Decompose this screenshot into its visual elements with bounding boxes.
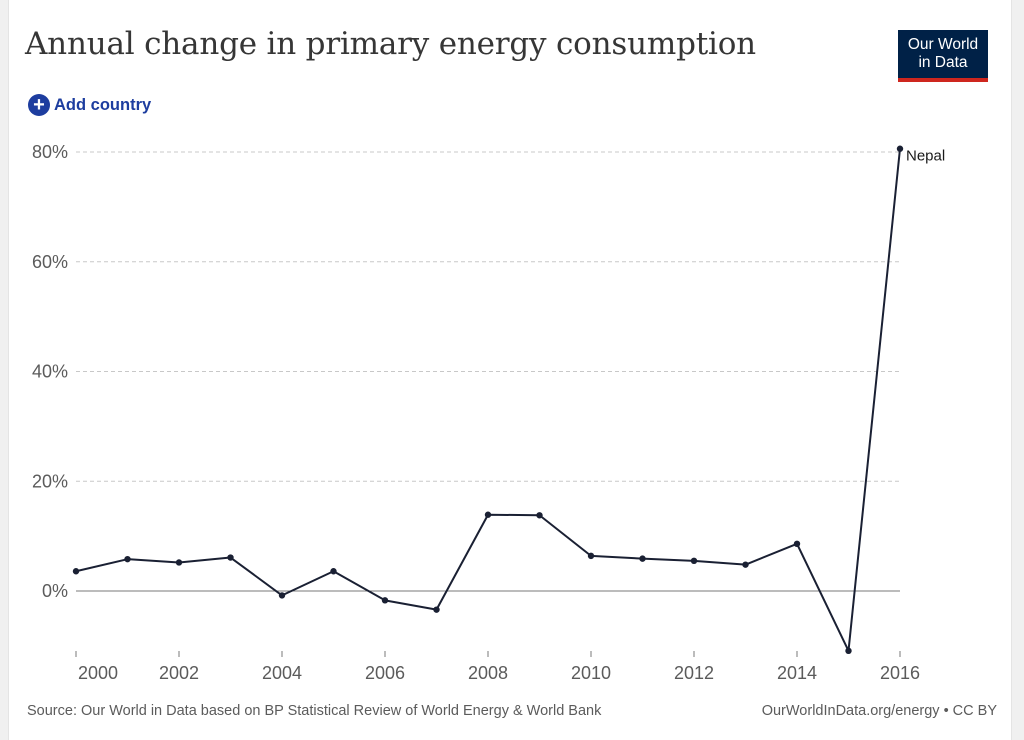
add-country-label: Add country xyxy=(54,95,152,114)
data-point xyxy=(793,540,801,548)
labels: 0% 20% 40% 60% 80% 2000 2002 2004 2006 2008 2010 20… xyxy=(32,142,945,683)
plus-circle-icon: + xyxy=(28,94,50,116)
data-point xyxy=(845,647,852,655)
data-point xyxy=(175,559,183,566)
y-tick-label: 80% xyxy=(32,142,68,162)
data-point xyxy=(381,597,389,604)
x-tick-label: 2014 xyxy=(777,663,817,683)
series-line xyxy=(75,148,901,652)
data-point xyxy=(124,555,131,563)
gridlines xyxy=(76,151,900,592)
x-tick-label: 2008 xyxy=(468,663,508,683)
logo-line-1: Our World xyxy=(907,36,979,53)
data-point xyxy=(690,557,698,565)
data-point xyxy=(742,561,749,568)
line-chart: 0% 20% 40% 60% 80% 2000 2002 2004 2006 2008 2010 20… xyxy=(32,142,945,683)
data-point xyxy=(896,145,904,152)
data-point xyxy=(72,568,80,575)
x-tick-label: 2000 xyxy=(78,663,118,683)
y-tick-label: 40% xyxy=(32,362,68,382)
x-tick-label: 2002 xyxy=(159,663,199,683)
source-note: Source: Our World in Data based on BP St… xyxy=(27,703,602,719)
logo-line-2: in Data xyxy=(918,54,968,71)
url-license[interactable]: OurWorldInData.org/energy • CC BY xyxy=(761,703,997,719)
x-tick-label: 2004 xyxy=(262,663,302,683)
y-tick-label: 0% xyxy=(42,581,68,601)
data-point xyxy=(278,592,286,599)
data-point xyxy=(639,555,646,562)
data-point xyxy=(587,552,595,560)
x-tick-label: 2012 xyxy=(674,663,714,683)
add-country-button[interactable]: + Add country xyxy=(28,94,151,116)
data-point xyxy=(227,554,234,561)
data-point xyxy=(330,568,337,575)
owid-logo[interactable]: Our World in Data xyxy=(898,30,988,82)
y-tick-label: 20% xyxy=(32,471,68,491)
data-point xyxy=(484,511,492,518)
x-tick-label: 2010 xyxy=(571,663,611,683)
x-tick-label: 2006 xyxy=(365,663,405,683)
data-point xyxy=(433,606,440,613)
x-tick-label: 2016 xyxy=(880,663,920,683)
chart-title: Annual change in primary energy consumpt… xyxy=(25,26,756,62)
y-tick-label: 60% xyxy=(32,252,68,272)
data-point xyxy=(536,512,543,519)
chart-frame xyxy=(8,0,1012,740)
series-layer xyxy=(72,145,904,655)
axes xyxy=(75,651,901,657)
series-label: Nepal xyxy=(906,148,945,165)
